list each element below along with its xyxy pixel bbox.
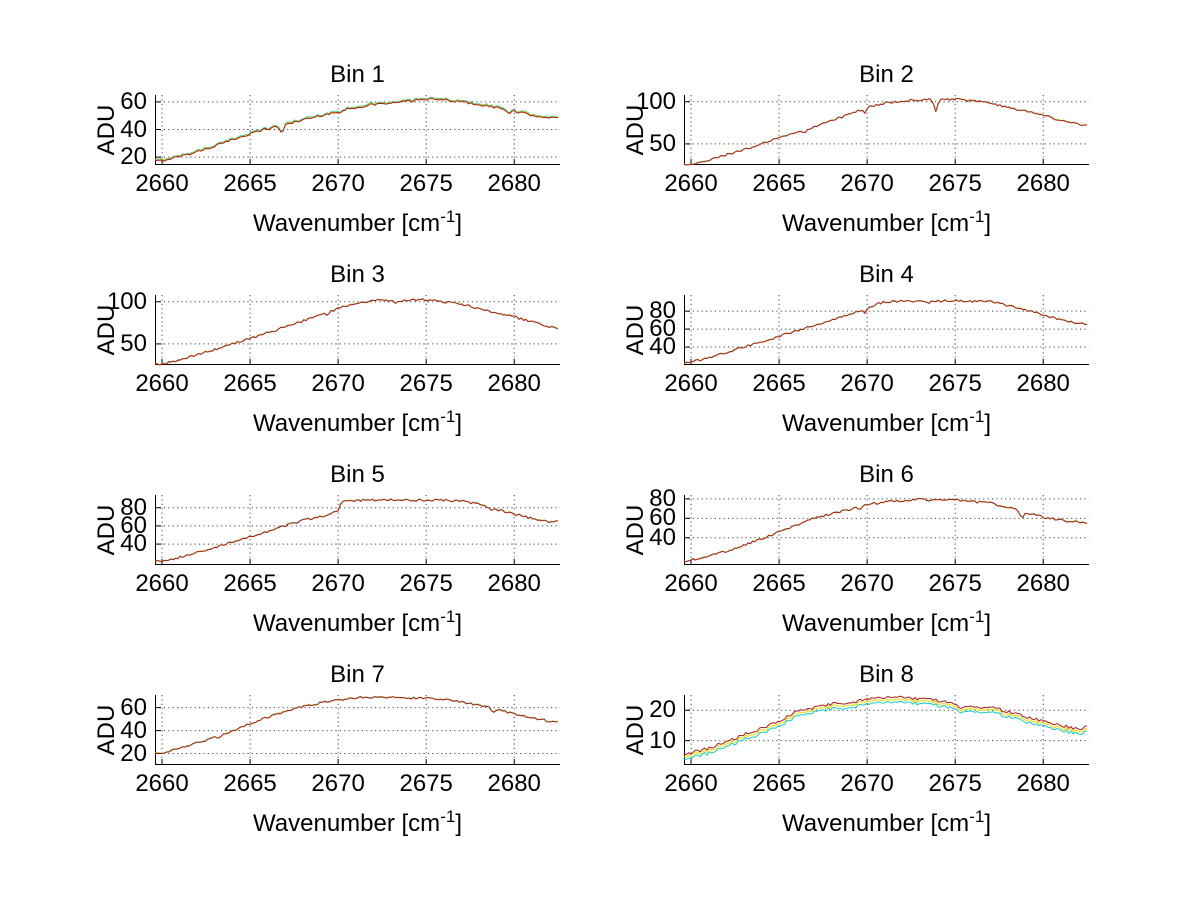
subplot-title: Bin 6 [859, 461, 914, 488]
y-tick-label: 40 [120, 530, 147, 558]
x-tick-label: 2670 [311, 370, 365, 397]
x-tick-label: 2670 [840, 570, 894, 597]
y-tick-label: 40 [649, 333, 676, 361]
y-tick-label: 80 [120, 493, 147, 521]
y-tick-label: 60 [649, 315, 676, 343]
x-tick-label: 2665 [752, 770, 806, 797]
plot-area [154, 495, 560, 565]
superscript: -1 [969, 407, 985, 426]
x-tick-label: 2680 [1016, 570, 1070, 597]
y-tick-label: 20 [120, 143, 147, 171]
x-tick-label: 2670 [840, 170, 894, 197]
superscript: -1 [969, 807, 985, 826]
x-tick-label: 2675 [928, 370, 982, 397]
x-tick-label: 2680 [487, 570, 541, 597]
x-tick-label: 2680 [487, 170, 541, 197]
x-axis-label: Wavenumber [cm-1] [253, 207, 462, 237]
x-tick-label: 2675 [399, 170, 453, 197]
superscript: -1 [440, 207, 456, 226]
subplot-title: Bin 4 [859, 261, 914, 288]
x-tick-label: 2660 [664, 770, 718, 797]
plot-area [154, 695, 560, 765]
plot-area [683, 95, 1089, 166]
x-tick-label: 2665 [752, 370, 806, 397]
x-axis-label: Wavenumber [cm-1] [782, 807, 991, 837]
x-tick-label: 2670 [840, 370, 894, 397]
subplot-title: Bin 1 [330, 61, 385, 88]
superscript: -1 [969, 607, 985, 626]
y-tick-label: 50 [649, 129, 676, 157]
x-tick-label: 2675 [928, 170, 982, 197]
y-tick-label: 40 [649, 523, 676, 551]
y-tick-label: 60 [649, 504, 676, 532]
x-tick-label: 2660 [135, 770, 189, 797]
x-tick-label: 2670 [311, 770, 365, 797]
y-tick-label: 40 [120, 716, 147, 744]
y-tick-label: 40 [120, 115, 147, 143]
x-tick-label: 2660 [664, 170, 718, 197]
y-tick-label: 60 [120, 87, 147, 115]
y-tick-label: 80 [649, 297, 676, 325]
plot-area [154, 295, 560, 366]
plot-area [683, 295, 1089, 365]
y-tick-label: 100 [106, 287, 147, 315]
x-tick-label: 2680 [487, 770, 541, 797]
superscript: -1 [440, 607, 456, 626]
x-axis-label: Wavenumber [cm-1] [253, 807, 462, 837]
plot-area [154, 95, 560, 165]
superscript: -1 [440, 807, 456, 826]
y-tick-label: 50 [120, 329, 147, 357]
x-tick-label: 2665 [752, 170, 806, 197]
subplot-title: Bin 3 [330, 261, 385, 288]
subplot-title: Bin 5 [330, 461, 385, 488]
y-tick-label: 10 [649, 726, 676, 754]
x-tick-label: 2675 [928, 770, 982, 797]
x-tick-label: 2675 [399, 770, 453, 797]
x-tick-label: 2680 [487, 370, 541, 397]
x-tick-label: 2660 [135, 370, 189, 397]
x-tick-label: 2665 [223, 370, 277, 397]
subplot-title: Bin 8 [859, 661, 914, 688]
x-tick-label: 2680 [1016, 370, 1070, 397]
x-tick-label: 2665 [223, 570, 277, 597]
y-tick-label: 100 [635, 87, 676, 115]
x-tick-label: 2670 [311, 170, 365, 197]
x-tick-label: 2675 [399, 370, 453, 397]
y-tick-label: 60 [120, 511, 147, 539]
x-axis-label: Wavenumber [cm-1] [253, 407, 462, 437]
x-axis-label: Wavenumber [cm-1] [782, 607, 991, 637]
y-tick-label: 60 [120, 693, 147, 721]
subplot-title: Bin 2 [859, 61, 914, 88]
subplot-title: Bin 7 [330, 661, 385, 688]
x-axis-label: Wavenumber [cm-1] [782, 207, 991, 237]
x-axis-label: Wavenumber [cm-1] [782, 407, 991, 437]
plot-area [683, 695, 1089, 765]
x-tick-label: 2680 [1016, 770, 1070, 797]
x-tick-label: 2660 [135, 570, 189, 597]
x-tick-label: 2660 [135, 170, 189, 197]
superscript: -1 [440, 407, 456, 426]
superscript: -1 [969, 207, 985, 226]
x-axis-label: Wavenumber [cm-1] [253, 607, 462, 637]
plot-area [683, 495, 1089, 565]
x-tick-label: 2670 [311, 570, 365, 597]
x-tick-label: 2665 [223, 770, 277, 797]
x-tick-label: 2660 [664, 370, 718, 397]
x-tick-label: 2665 [752, 570, 806, 597]
x-tick-label: 2675 [928, 570, 982, 597]
y-tick-label: 80 [649, 484, 676, 512]
x-tick-label: 2670 [840, 770, 894, 797]
y-tick-label: 20 [649, 696, 676, 724]
y-tick-label: 20 [120, 739, 147, 767]
x-tick-label: 2675 [399, 570, 453, 597]
x-tick-label: 2665 [223, 170, 277, 197]
x-tick-label: 2680 [1016, 170, 1070, 197]
x-tick-label: 2660 [664, 570, 718, 597]
